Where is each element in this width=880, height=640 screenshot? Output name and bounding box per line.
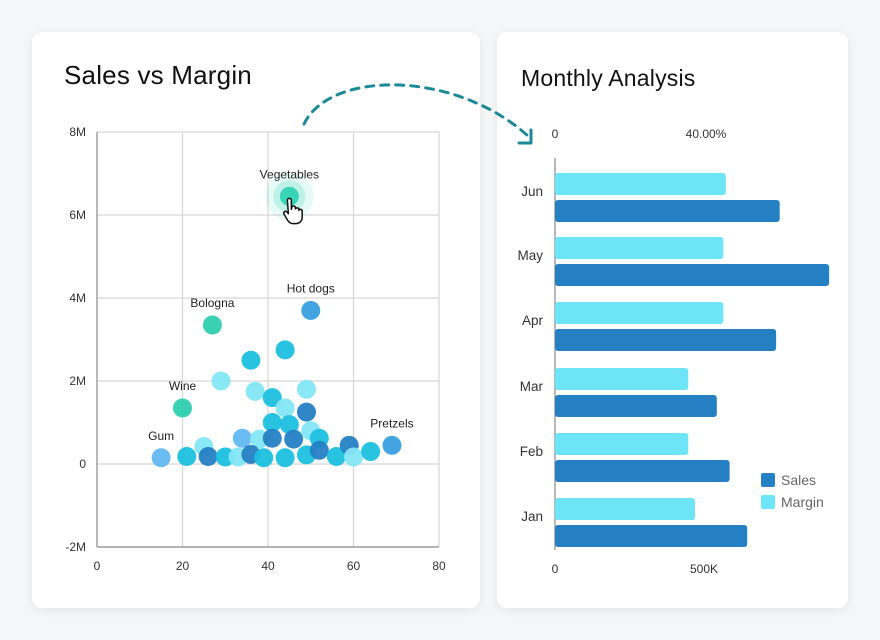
y-tick-label: 2M — [69, 374, 86, 388]
bar-sales — [555, 395, 717, 417]
scatter-point — [202, 315, 222, 335]
bar-margin — [555, 237, 724, 259]
x-tick-label: 80 — [432, 559, 446, 573]
scatter-point — [275, 340, 295, 360]
monthly-analysis-card: Monthly Analysis 0 40.00% 0 500K Jun May Apr Ma… — [497, 32, 848, 608]
scatter-point — [173, 398, 192, 418]
scatter-point — [279, 186, 299, 206]
scatter-point — [296, 402, 316, 422]
y-tick-label: 4M — [69, 291, 86, 305]
scatter-point — [211, 371, 231, 391]
scatter-point — [309, 440, 329, 460]
bar-margin — [555, 498, 696, 520]
bottom-axis-tick-label: 500K — [690, 562, 718, 576]
scatter-point — [344, 447, 363, 467]
bar-margin — [555, 433, 689, 455]
point-label: Bologna — [190, 296, 234, 310]
scatter-point — [262, 413, 282, 432]
scatter-point — [254, 448, 274, 468]
month-label: May — [517, 248, 543, 263]
bar-sales — [555, 525, 748, 547]
scatter-point — [296, 379, 316, 399]
bar-sales — [555, 264, 830, 286]
scatter-point — [279, 415, 299, 435]
point-label: Gum — [148, 429, 174, 443]
top-axis-tick-label: 0 — [552, 127, 559, 141]
sales-vs-margin-card: Sales vs Margin 0 20 40 60 80 -2M 0 2M 4M 6M 8M Veg… — [32, 32, 480, 608]
hand-pointer-icon — [283, 197, 303, 225]
scatter-chart: 0 20 40 60 80 -2M 0 2M 4M 6M 8M Vegetables Hot dogs B… — [65, 125, 446, 573]
scatter-point — [301, 300, 321, 320]
scatter-point — [198, 447, 218, 467]
scatter-point — [275, 398, 295, 418]
bar-sales — [555, 329, 777, 351]
x-tick-label: 40 — [261, 559, 275, 573]
scatter-point — [382, 435, 402, 455]
bar-margin — [555, 173, 726, 195]
scatter-point — [232, 428, 252, 448]
legend-item-margin[interactable]: Margin — [761, 491, 824, 513]
y-tick-label: 8M — [69, 125, 86, 139]
y-tick-label: -2M — [65, 540, 86, 554]
scatter-chart-title: Sales vs Margin — [64, 60, 252, 90]
bar-margin — [555, 302, 724, 324]
scatter-point — [245, 381, 265, 401]
legend-swatch-sales — [761, 473, 775, 487]
point-label: Hot dogs — [287, 281, 335, 295]
scatter-point — [284, 429, 304, 449]
scatter-point — [262, 388, 282, 408]
point-label: Vegetables — [260, 167, 319, 181]
bar-sales — [555, 460, 730, 482]
scatter-point — [151, 448, 171, 468]
y-tick-label: 6M — [69, 208, 86, 222]
legend-label-margin: Margin — [781, 494, 824, 510]
legend-item-sales[interactable]: Sales — [761, 469, 824, 491]
x-tick-label: 20 — [176, 559, 190, 573]
bottom-axis-tick-label: 0 — [552, 562, 559, 576]
bar-sales — [555, 200, 780, 222]
point-label: Pretzels — [370, 416, 413, 430]
top-axis-tick-label: 40.00% — [686, 127, 727, 141]
scatter-point — [177, 447, 197, 467]
bar-margin — [555, 368, 689, 390]
month-label: Feb — [520, 444, 543, 459]
x-tick-label: 60 — [347, 559, 361, 573]
month-label: Apr — [522, 313, 544, 328]
legend-label-sales: Sales — [781, 472, 817, 488]
bar-chart-legend: Sales Margin — [761, 469, 824, 513]
point-label: Wine — [169, 379, 197, 393]
month-label: Jun — [521, 184, 543, 199]
y-tick-label: 0 — [79, 457, 86, 471]
month-label: Mar — [520, 379, 544, 394]
legend-swatch-margin — [761, 495, 775, 509]
bar-chart: 0 40.00% 0 500K Jun May Apr Mar Feb Jan — [517, 127, 830, 576]
scatter-point — [275, 448, 295, 468]
bar-chart-title: Monthly Analysis — [521, 65, 696, 91]
month-label: Jan — [521, 509, 543, 524]
scatter-point — [241, 350, 261, 370]
scatter-point — [361, 442, 381, 462]
x-tick-label: 0 — [94, 559, 101, 573]
scatter-point — [262, 428, 282, 448]
scatter-point — [326, 447, 346, 467]
